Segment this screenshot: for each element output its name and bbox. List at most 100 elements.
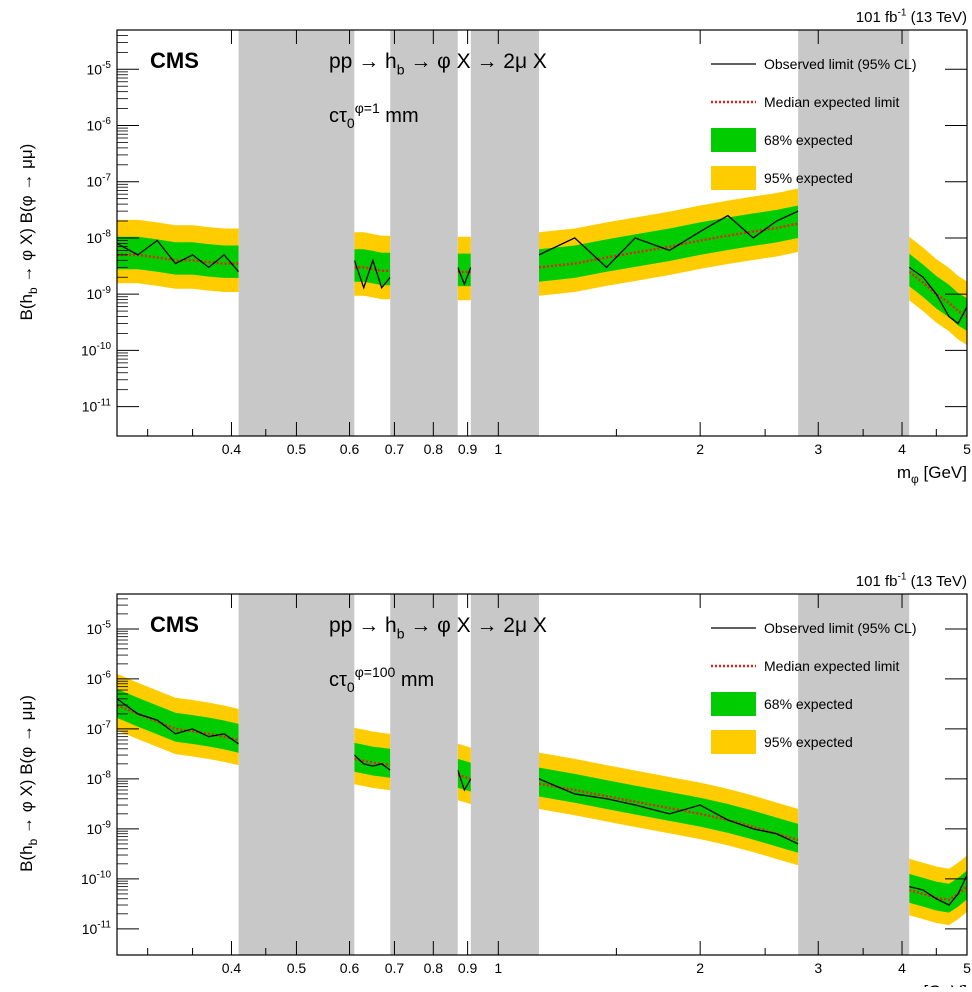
observed-limit-line (909, 874, 967, 906)
band-68-segment (457, 253, 471, 287)
band-68-segment (354, 249, 391, 286)
x-tick-label: 0.7 (385, 960, 405, 976)
y-tick-label: 10-7 (87, 172, 112, 189)
observed-limit-line (117, 239, 240, 273)
band-68-segment (909, 870, 967, 913)
x-tick-label: 2 (696, 960, 704, 976)
y-tick-label: 10-8 (87, 229, 112, 246)
process-label: pp → hb → φ X → 2μ X (329, 614, 547, 641)
lifetime-label: cτ0φ=100 mm (329, 664, 434, 695)
x-tick-label: 0.4 (222, 960, 242, 976)
x-tick-label: 0.9 (458, 960, 478, 976)
legend: Observed limit (95% CL) Median expected l… (711, 56, 917, 190)
observed-limit-line (353, 754, 391, 771)
y-tick-label: 10-6 (87, 670, 112, 687)
band-68-segment (539, 205, 799, 282)
x-tick-label: 5 (963, 960, 971, 976)
excluded-region (238, 30, 355, 436)
excluded-region (470, 30, 540, 436)
y-axis-label: B(hb → φ X) B(φ → μμ) (17, 144, 40, 321)
excluded-region (798, 594, 910, 955)
band-68-segment (539, 767, 799, 853)
expected-limit-line (908, 270, 967, 318)
expected-limit-line (538, 782, 799, 842)
cms-label: CMS (150, 612, 199, 637)
expected-limit-line (117, 253, 239, 265)
y-tick-label: 10-11 (82, 920, 112, 937)
observed-limit-line (538, 210, 799, 269)
legend-label: 68% expected (764, 132, 853, 148)
lumi-label: 101 fb-1 (13 TeV) (856, 7, 967, 26)
excluded-region (470, 594, 540, 955)
x-tick-label: 4 (898, 441, 906, 457)
legend-label: Observed limit (95% CL) (764, 620, 917, 636)
legend-label: Median expected limit (764, 94, 900, 110)
x-tick-label: 0.5 (287, 960, 307, 976)
x-tick-label: 4 (898, 960, 906, 976)
cms-label: CMS (150, 48, 199, 73)
excluded-region (390, 594, 458, 955)
legend-95-swatch (711, 730, 756, 754)
legend-label: 68% expected (764, 696, 853, 712)
observed-limit-line (117, 698, 240, 745)
excluded-region (390, 30, 458, 436)
x-tick-label: 2 (696, 441, 704, 457)
observed-limit-line (457, 769, 472, 792)
excluded-region (798, 30, 910, 436)
y-tick-label: 10-6 (87, 116, 112, 133)
x-tick-label: 5 (963, 441, 971, 457)
lifetime-label: cτ0φ=1 mm (329, 100, 419, 131)
x-tick-label: 0.4 (222, 441, 242, 457)
y-axis-label: B(hb → φ X) B(φ → μμ) (17, 695, 40, 872)
y-tick-label: 10-10 (81, 341, 111, 358)
observed-limit-line (538, 778, 799, 845)
panel-1: 0.4 0.5 0.6 0.7 0.8 0.9 1 2 3 4 5 10-11 10-10 10-9 10-… (17, 7, 971, 486)
x-tick-label: 3 (814, 441, 822, 457)
x-tick-label: 0.7 (385, 441, 405, 457)
x-tick-label: 0.6 (340, 960, 360, 976)
y-tick-label: 10-9 (87, 285, 112, 302)
y-tick-label: 10-8 (87, 770, 112, 787)
observed-limit-line (353, 258, 391, 290)
legend-68-swatch (711, 692, 756, 716)
plot-frame (116, 593, 968, 956)
legend-label: 95% expected (764, 170, 853, 186)
y-tick-label: 10-10 (81, 870, 111, 887)
legend: Observed limit (95% CL) Median expected l… (711, 620, 917, 754)
plot-frame (116, 29, 968, 437)
legend-label: Median expected limit (764, 658, 900, 674)
y-tick-label: 10-7 (87, 720, 112, 737)
band-68-segment (909, 253, 967, 331)
x-axis-label: mφ [GeV] (897, 463, 967, 486)
x-tick-label: 1 (494, 960, 502, 976)
x-tick-label: 0.9 (458, 441, 478, 457)
x-tick-label: 0.8 (424, 960, 444, 976)
x-tick-label: 0.5 (287, 441, 307, 457)
expected-limit-line (908, 885, 967, 902)
excluded-region (238, 594, 355, 955)
legend-95-swatch (711, 166, 756, 190)
panel-2: 0.4 0.5 0.6 0.7 0.8 0.9 1 2 3 4 5 10-11 10-10 10-9 10-… (17, 571, 971, 992)
legend-68-swatch (711, 128, 756, 152)
legend-label: 95% expected (764, 734, 853, 750)
x-tick-label: 0.6 (340, 441, 360, 457)
legend-label: Observed limit (95% CL) (764, 56, 917, 72)
expected-limit-line (117, 703, 239, 742)
band-68-segment (354, 742, 391, 778)
observed-limit-line (908, 266, 967, 325)
plot-area (117, 30, 967, 436)
plot-area (117, 594, 967, 955)
x-tick-label: 1 (494, 441, 502, 457)
lumi-label: 101 fb-1 (13 TeV) (856, 571, 967, 590)
x-tick-label: 3 (814, 960, 822, 976)
process-label: pp → hb → φ X → 2μ X (329, 50, 547, 77)
y-tick-label: 10-5 (87, 620, 112, 637)
observed-limit-line (457, 267, 472, 287)
x-tick-label: 0.8 (424, 441, 444, 457)
y-tick-label: 10-9 (87, 820, 112, 837)
x-axis-label: mφ [GeV] (897, 982, 967, 987)
y-tick-label: 10-11 (82, 397, 112, 414)
y-tick-label: 10-5 (87, 60, 112, 77)
